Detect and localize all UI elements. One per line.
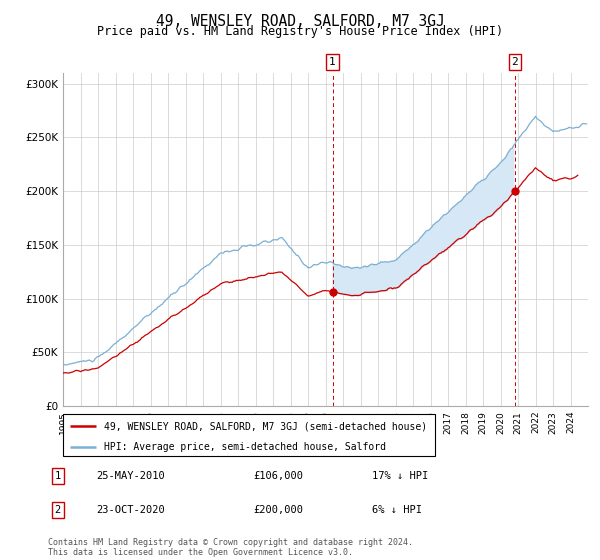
Text: 23-OCT-2020: 23-OCT-2020 (97, 505, 166, 515)
Text: 25-MAY-2010: 25-MAY-2010 (97, 471, 166, 481)
Text: 1: 1 (329, 57, 336, 67)
Text: 1: 1 (55, 471, 61, 481)
Text: £200,000: £200,000 (253, 505, 303, 515)
Text: 49, WENSLEY ROAD, SALFORD, M7 3GJ: 49, WENSLEY ROAD, SALFORD, M7 3GJ (155, 14, 445, 29)
Text: HPI: Average price, semi-detached house, Salford: HPI: Average price, semi-detached house,… (104, 442, 386, 452)
Text: 6% ↓ HPI: 6% ↓ HPI (372, 505, 422, 515)
Text: 49, WENSLEY ROAD, SALFORD, M7 3GJ (semi-detached house): 49, WENSLEY ROAD, SALFORD, M7 3GJ (semi-… (104, 421, 427, 431)
Text: 2: 2 (511, 57, 518, 67)
Text: 2: 2 (55, 505, 61, 515)
Text: Contains HM Land Registry data © Crown copyright and database right 2024.
This d: Contains HM Land Registry data © Crown c… (48, 538, 413, 557)
Text: £106,000: £106,000 (253, 471, 303, 481)
Text: Price paid vs. HM Land Registry's House Price Index (HPI): Price paid vs. HM Land Registry's House … (97, 25, 503, 38)
FancyBboxPatch shape (63, 414, 435, 456)
Text: 17% ↓ HPI: 17% ↓ HPI (372, 471, 428, 481)
